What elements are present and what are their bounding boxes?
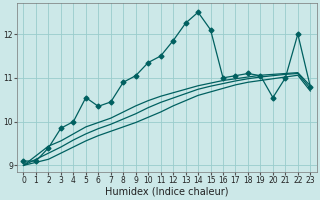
X-axis label: Humidex (Indice chaleur): Humidex (Indice chaleur) (105, 187, 229, 197)
